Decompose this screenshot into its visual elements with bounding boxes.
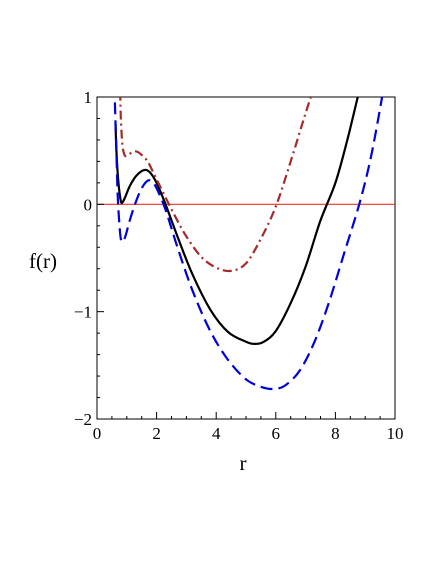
x-tick-label: 8 <box>331 424 340 443</box>
series-line-2 <box>113 97 384 391</box>
y-tick-label: −2 <box>74 410 92 429</box>
series-line-3 <box>119 97 313 273</box>
x-axis-title: r <box>240 451 247 475</box>
y-tick-label: 0 <box>84 195 93 214</box>
x-tick-label: 6 <box>272 424 281 443</box>
x-tick-label: 2 <box>152 424 161 443</box>
plot-frame <box>96 96 396 420</box>
axis-ticks <box>96 96 396 420</box>
y-tick-label: 1 <box>84 88 93 107</box>
y-axis-title: f(r) <box>29 249 57 273</box>
x-tick-label: 4 <box>212 424 221 443</box>
plot-box <box>96 96 396 420</box>
tick-labels: 0 2 4 6 8 10 −2 −1 0 1 <box>74 88 404 443</box>
x-tick-label: 10 <box>387 424 404 443</box>
series-layer <box>113 97 384 391</box>
series-line-1 <box>114 97 359 345</box>
x-tick-label: 0 <box>93 424 102 443</box>
y-tick-label: −1 <box>74 303 92 322</box>
